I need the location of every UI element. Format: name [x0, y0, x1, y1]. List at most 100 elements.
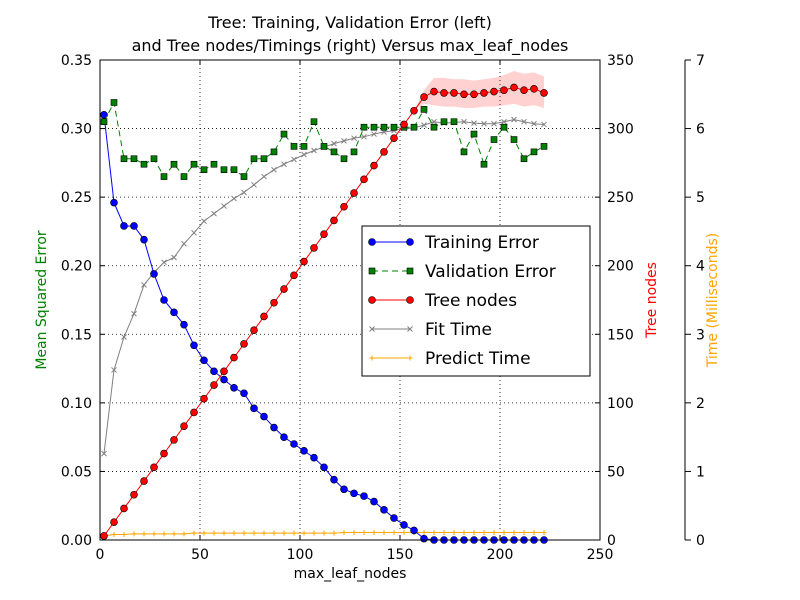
data-point-validation-error: [440, 118, 448, 126]
data-point-tree-nodes: [490, 87, 498, 96]
data-point-predict-time: [161, 531, 167, 537]
data-point-predict-time: [191, 530, 197, 536]
data-point-training-error: [110, 198, 118, 207]
data-point-validation-error: [180, 173, 188, 180]
data-point-tree-nodes: [480, 89, 488, 97]
data-point-fit-time: [501, 118, 507, 125]
data-point-predict-time: [501, 529, 507, 535]
y-left-tick-label: 0.20: [61, 259, 92, 275]
data-point-fit-time: [491, 120, 497, 127]
data-point-validation-error: [500, 123, 508, 131]
data-point-tree-nodes: [420, 93, 428, 101]
data-point-tree-nodes: [100, 532, 108, 540]
data-point-training-error: [220, 375, 228, 384]
data-point-tree-nodes: [340, 202, 348, 211]
data-point-predict-time: [131, 531, 137, 537]
legend-marker: [406, 296, 414, 304]
data-point-training-error: [280, 433, 288, 441]
data-point-validation-error: [470, 130, 478, 138]
y-axis-label-left: Mean Squared Error: [34, 230, 50, 370]
y-right2-tick-label: 6: [696, 122, 705, 138]
data-point-tree-nodes: [440, 89, 448, 97]
data-point-validation-error: [310, 118, 318, 126]
data-point-predict-time: [471, 529, 477, 535]
data-point-tree-nodes: [430, 87, 438, 96]
data-point-validation-error: [290, 143, 298, 150]
data-point-validation-error: [230, 166, 238, 174]
data-point-validation-error: [320, 143, 328, 150]
data-point-fit-time: [221, 203, 227, 209]
data-point-fit-time: [161, 259, 167, 266]
data-point-training-error: [410, 526, 418, 535]
data-point-training-error: [170, 308, 178, 317]
data-point-fit-time: [331, 140, 337, 147]
data-point-fit-time: [121, 334, 127, 340]
data-point-predict-time: [141, 531, 147, 537]
x-tick-label: 200: [487, 547, 514, 563]
legend-marker: [406, 267, 414, 275]
data-point-training-error: [180, 320, 188, 329]
data-point-validation-error: [110, 99, 118, 106]
data-point-tree-nodes: [500, 86, 508, 94]
data-point-training-error: [290, 440, 298, 448]
data-point-validation-error: [190, 160, 198, 168]
data-point-training-error: [300, 447, 308, 455]
x-tick-label: 100: [287, 547, 314, 563]
data-point-predict-time: [311, 530, 317, 536]
data-point-fit-time: [461, 118, 467, 125]
legend-marker: [368, 296, 376, 304]
data-point-predict-time: [211, 530, 217, 536]
data-point-training-error: [200, 356, 208, 365]
data-point-fit-time: [271, 166, 277, 173]
data-point-training-error: [380, 506, 388, 514]
data-point-training-error: [400, 521, 408, 529]
data-point-training-error: [190, 341, 198, 350]
data-point-validation-error: [300, 143, 308, 150]
data-point-predict-time: [351, 529, 357, 535]
data-point-tree-nodes: [280, 285, 288, 293]
y-right1-tick-label: 250: [607, 190, 634, 206]
data-point-predict-time: [461, 529, 467, 535]
data-point-training-error: [250, 404, 258, 413]
data-point-validation-error: [160, 173, 168, 180]
y-left-tick-label: 0.05: [61, 464, 92, 480]
data-point-fit-time: [231, 195, 237, 202]
data-point-fit-time: [241, 189, 247, 196]
data-point-fit-time: [251, 181, 257, 188]
data-point-tree-nodes: [410, 106, 418, 115]
series-training-error: [100, 111, 548, 544]
data-point-training-error: [310, 453, 318, 462]
data-point-validation-error: [240, 173, 248, 180]
data-point-tree-nodes: [220, 367, 228, 376]
plot-frame: [99, 59, 601, 541]
data-point-fit-time: [351, 135, 357, 142]
data-point-tree-nodes: [300, 257, 308, 266]
data-point-validation-error: [120, 155, 128, 163]
series-tree-nodes: [100, 83, 548, 540]
data-point-validation-error: [140, 160, 148, 168]
data-point-training-error: [320, 463, 328, 472]
data-point-predict-time: [511, 529, 517, 535]
data-point-fit-time: [481, 120, 487, 127]
legend-item-tree-nodes: Tree nodes: [368, 291, 517, 311]
data-point-tree-nodes: [310, 244, 318, 252]
legend-item-fit-time: Fit Time: [369, 320, 492, 340]
data-point-tree-nodes: [320, 230, 328, 238]
data-point-predict-time: [261, 530, 267, 536]
legend-item-validation-error: Validation Error: [368, 262, 556, 282]
data-point-training-error: [260, 412, 268, 421]
data-point-tree-nodes: [230, 353, 238, 362]
legend-label: Predict Time: [425, 349, 531, 369]
legend-marker: [407, 355, 413, 361]
legend-marker: [407, 326, 413, 332]
data-point-tree-nodes: [330, 216, 338, 225]
data-point-training-error: [130, 222, 138, 230]
data-point-predict-time: [421, 529, 427, 535]
data-point-predict-time: [431, 529, 437, 535]
data-point-tree-nodes: [360, 175, 368, 184]
data-point-validation-error: [260, 155, 268, 163]
data-point-fit-time: [111, 367, 117, 373]
data-point-training-error: [340, 485, 348, 494]
data-point-validation-error: [100, 118, 108, 126]
